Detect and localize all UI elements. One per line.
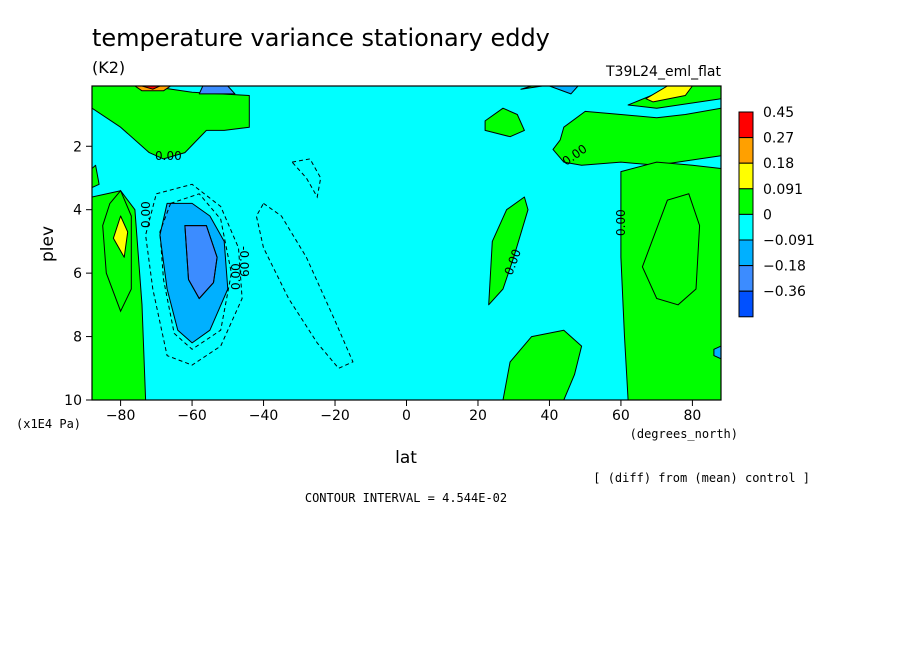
contour-region-green [520, 86, 543, 90]
colorbar-label: 0 [763, 207, 772, 223]
colorbar-label: 0.27 [763, 131, 794, 147]
contour-label: 0.00 [155, 149, 182, 163]
contour-region-green [502, 329, 583, 400]
x-tick-label: −20 [320, 408, 350, 424]
chart-units: (K2) [92, 58, 125, 77]
solid-contour [184, 225, 218, 300]
colorbar-label: 0.18 [763, 156, 794, 172]
colorbar-swatch [738, 265, 754, 292]
colorbar-label: 0.45 [763, 105, 794, 121]
x-tick-label: −40 [249, 408, 279, 424]
run-label: T39L24_eml_flat [605, 64, 722, 80]
x-tick-label: 20 [469, 408, 487, 424]
contour-line-layer [102, 158, 701, 369]
contour-region-red [141, 86, 161, 90]
x-tick-label: −60 [177, 408, 207, 424]
x-tick-label: 0 [402, 408, 411, 424]
x-axis-ticks: −80 −60 −40 −20 0 20 40 60 80 [106, 400, 701, 424]
contour-region-green [484, 107, 525, 138]
colorbar: 0.45 0.27 0.18 0.091 0 −0.091 −0.18 −0.36 [738, 105, 815, 318]
x-tick-label: −80 [106, 408, 136, 424]
contour-region-green [92, 164, 100, 188]
contour-region-blue1 [713, 345, 721, 360]
colorbar-swatch [738, 111, 754, 139]
y-tick-label: 4 [73, 203, 82, 219]
y-tick-label: 8 [73, 330, 82, 346]
colorbar-label: 0.091 [763, 182, 803, 198]
x-axis-label: lat [395, 448, 417, 468]
contour-region-blue2 [198, 86, 236, 95]
dashed-contour [291, 158, 322, 199]
contour-label: 0.00 [139, 201, 153, 228]
contour-label: 0.00 [614, 209, 628, 236]
y-axis-units: (x1E4 Pa) [16, 417, 81, 431]
y-axis-label: plev [38, 226, 58, 262]
x-tick-label: 40 [541, 408, 559, 424]
contour-label: 0.00 [229, 263, 243, 290]
x-tick-label: 80 [683, 408, 701, 424]
contour-region-green [620, 161, 721, 400]
contour-region-green [92, 86, 250, 160]
colorbar-label: −0.18 [763, 259, 806, 275]
colorbar-label: −0.36 [763, 284, 806, 300]
contour-region-green [552, 107, 721, 166]
contour-labels: 0.00 0.00 0.00 0.00 0.00 0.00 -0.09 [139, 142, 628, 290]
colorbar-swatch [738, 137, 754, 164]
dashed-contour [255, 202, 354, 369]
colorbar-swatch [738, 213, 754, 241]
chart-title: temperature variance stationary eddy [92, 24, 550, 52]
y-tick-label: 10 [64, 393, 82, 409]
contour-label: -0.09 [237, 246, 251, 277]
colorbar-swatch [738, 162, 754, 190]
x-tick-label: 60 [612, 408, 630, 424]
y-tick-label: 6 [73, 266, 82, 282]
contour-region-blue1 [549, 86, 579, 95]
x-axis-units: (degrees_north) [630, 427, 738, 441]
contour-region-green [488, 196, 529, 306]
colorbar-swatch [738, 239, 754, 267]
diff-note: [ (diff) from (mean) control ] [593, 471, 810, 485]
solid-contour [641, 193, 701, 306]
colorbar-swatch [738, 188, 754, 215]
colorbar-label: −0.091 [763, 233, 815, 249]
y-axis-ticks: 2 4 6 8 10 [64, 139, 92, 409]
contour-region-yellow [112, 215, 129, 258]
contour-interval: CONTOUR INTERVAL = 4.544E-02 [305, 491, 507, 505]
colorbar-swatch [738, 290, 754, 318]
contour-region-yellow [645, 86, 693, 103]
solid-contour [102, 189, 132, 313]
y-tick-label: 2 [73, 139, 82, 155]
